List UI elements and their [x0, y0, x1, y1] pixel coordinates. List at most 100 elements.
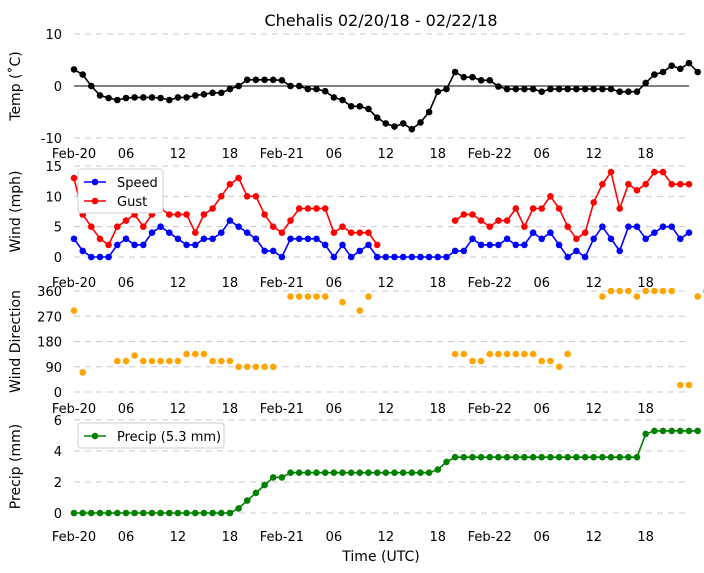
series-precip-5-3-mm — [70, 427, 701, 517]
data-point — [477, 241, 485, 249]
y-tick-label: 0 — [54, 507, 62, 522]
data-point — [243, 363, 251, 371]
data-point — [399, 253, 407, 261]
x-tick-label: 06 — [533, 147, 550, 162]
data-point — [365, 241, 372, 249]
data-point — [425, 253, 433, 261]
data-point — [218, 229, 225, 236]
data-point — [131, 509, 138, 517]
data-point — [599, 180, 606, 188]
y-tick-label: 0 — [54, 386, 62, 401]
x-tick-label: 18 — [430, 402, 447, 417]
data-point — [668, 427, 675, 435]
data-point — [321, 87, 329, 95]
data-point — [261, 481, 268, 489]
data-point — [538, 235, 545, 243]
data-point — [573, 453, 580, 461]
x-tick-label: Feb-21 — [260, 530, 304, 545]
data-point — [399, 469, 407, 477]
x-tick-label: Feb-20 — [52, 402, 96, 417]
data-point — [235, 223, 242, 230]
data-point — [590, 85, 597, 93]
data-point — [434, 466, 442, 473]
data-point — [295, 293, 303, 300]
data-point — [96, 235, 104, 243]
data-point — [503, 217, 511, 224]
x-tick-label: Feb-20 — [52, 276, 96, 291]
panel-2: 0 5 10 15 Wind (mph) Feb-20 06 12 18 Feb-21 06 12 18… — [8, 160, 693, 291]
data-point — [451, 217, 459, 224]
x-tick-label: 06 — [118, 530, 135, 545]
data-point — [105, 509, 112, 517]
data-point — [651, 427, 658, 435]
data-point — [512, 85, 520, 93]
data-point — [330, 229, 338, 236]
data-point — [373, 114, 381, 121]
data-point — [659, 223, 667, 230]
data-point — [252, 363, 260, 371]
data-point — [538, 357, 545, 365]
data-point — [269, 247, 277, 255]
data-point — [295, 235, 303, 243]
legend-label: Gust — [117, 195, 147, 210]
data-point — [382, 120, 390, 127]
y-axis-label: Wind Direction — [8, 290, 24, 393]
data-point — [96, 509, 104, 517]
data-point — [79, 71, 86, 78]
data-point — [616, 205, 623, 212]
data-point — [330, 253, 338, 261]
data-point — [192, 350, 199, 358]
data-point — [460, 453, 468, 461]
data-point — [226, 217, 234, 224]
x-tick-label: 18 — [222, 530, 239, 545]
data-point — [157, 509, 164, 517]
data-point — [269, 474, 277, 481]
data-point — [599, 453, 606, 461]
data-point — [495, 453, 502, 461]
data-point — [114, 96, 121, 104]
data-point — [590, 235, 597, 243]
data-point — [573, 85, 580, 93]
data-point — [555, 453, 563, 461]
data-point — [356, 103, 364, 110]
data-point — [235, 505, 242, 512]
data-point — [218, 193, 225, 200]
data-point — [347, 103, 355, 110]
data-point — [105, 253, 112, 261]
data-point — [200, 235, 208, 243]
x-tick-label: 06 — [326, 147, 343, 162]
legend-marker — [91, 178, 99, 186]
y-tick-label: 4 — [54, 445, 62, 460]
legend: Speed Gust — [77, 168, 164, 214]
data-point — [105, 241, 112, 249]
data-point — [486, 223, 494, 230]
data-point — [659, 68, 667, 76]
x-tick-label: 12 — [170, 276, 187, 291]
data-point — [512, 453, 520, 461]
x-tick-label: 12 — [378, 276, 395, 291]
x-tick-label: 18 — [637, 147, 654, 162]
data-point — [408, 125, 416, 133]
data-point — [183, 509, 190, 517]
data-point — [477, 77, 485, 84]
data-point — [503, 235, 511, 243]
data-point — [174, 509, 182, 517]
x-tick-label: 12 — [378, 530, 395, 545]
data-point — [417, 469, 424, 477]
data-point — [261, 211, 268, 218]
data-point — [140, 509, 147, 517]
data-point — [503, 85, 511, 93]
data-point — [625, 223, 632, 230]
data-point — [495, 350, 502, 358]
data-point — [694, 293, 701, 300]
data-point — [235, 174, 242, 182]
data-point — [503, 350, 511, 358]
chart-title: Chehalis 02/20/18 - 02/22/18 — [264, 11, 497, 30]
data-point — [287, 82, 294, 90]
x-tick-label: 12 — [585, 276, 602, 291]
x-tick-label: 18 — [430, 276, 447, 291]
y-tick-label: 15 — [45, 160, 62, 175]
data-point — [477, 217, 485, 224]
data-point — [218, 509, 225, 517]
data-point — [243, 76, 251, 84]
